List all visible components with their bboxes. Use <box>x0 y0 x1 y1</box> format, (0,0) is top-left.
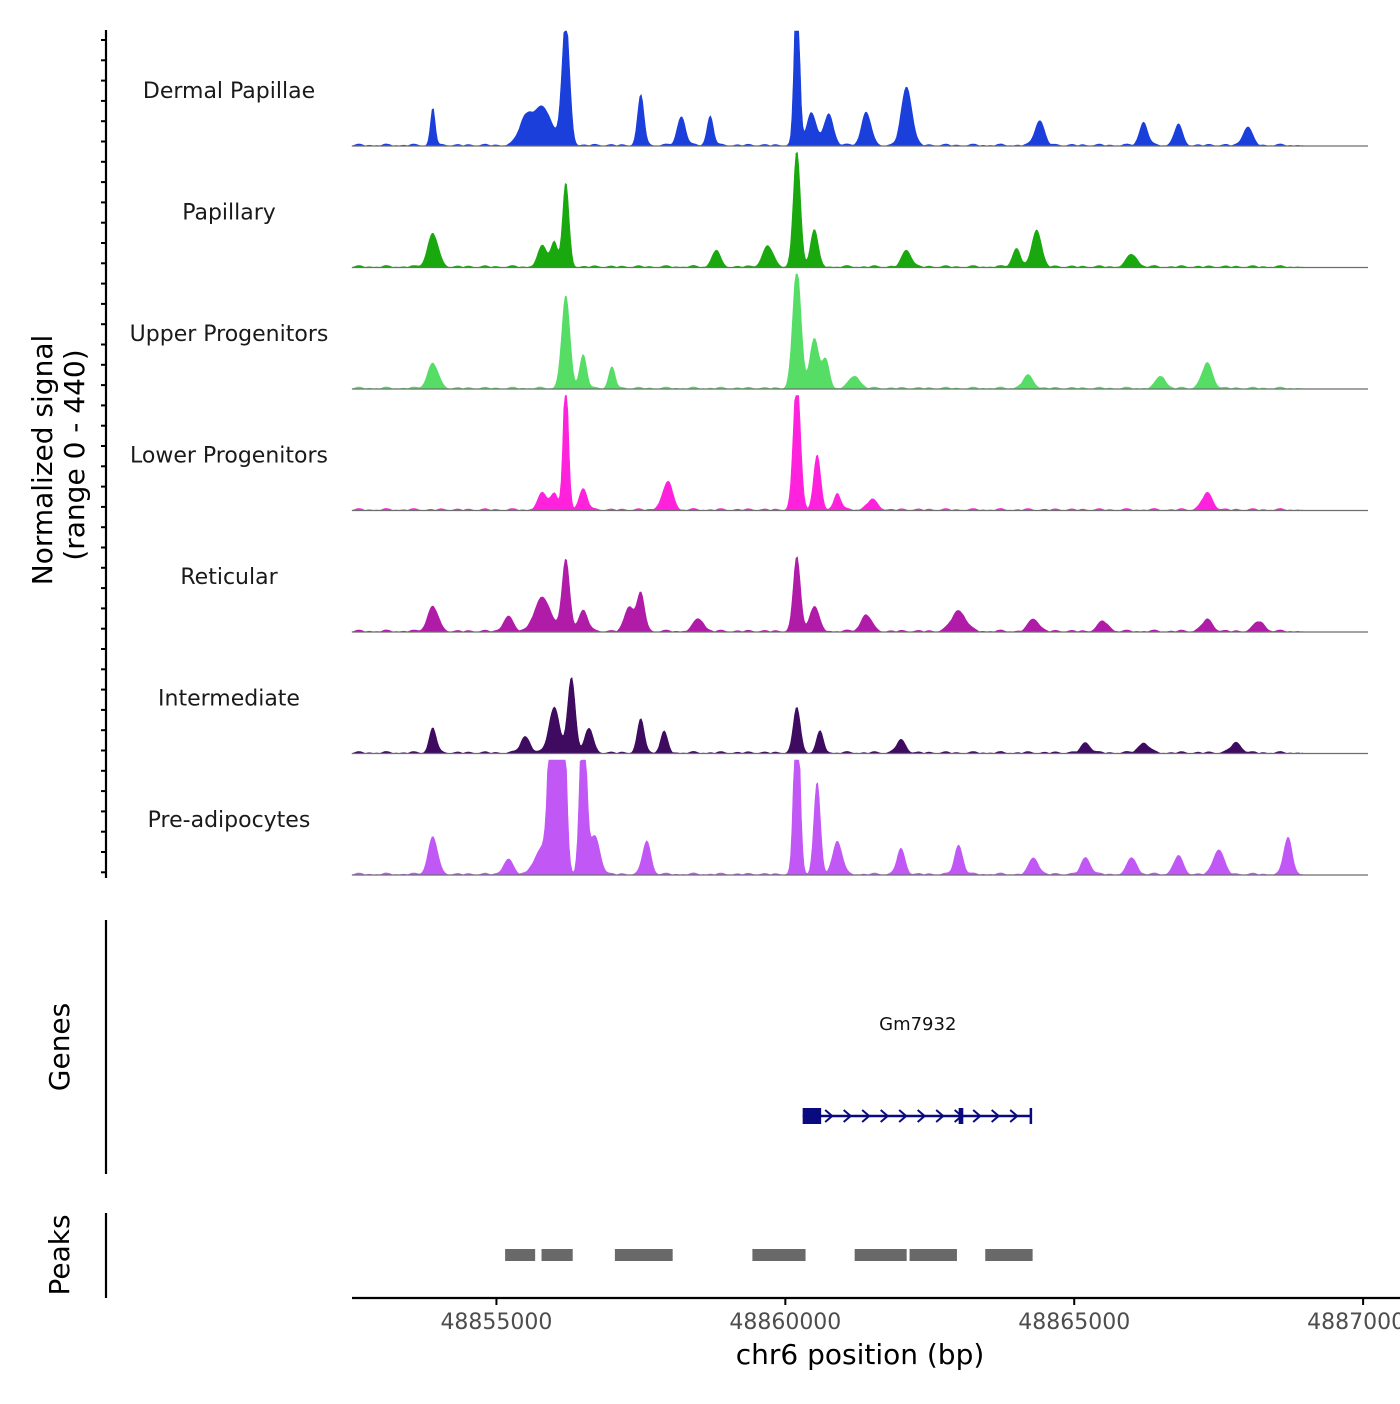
peaks-panel: Peaks <box>43 1213 1033 1298</box>
signal-track-upper-progenitors: Upper Progenitors <box>130 273 1368 390</box>
gene-strand-arrow <box>991 1109 1001 1123</box>
track-label: Lower Progenitors <box>130 444 328 469</box>
gene-strand-arrow <box>972 1109 982 1123</box>
track-label: Papillary <box>182 201 276 226</box>
peak-region <box>614 1249 673 1261</box>
signal-track-reticular: Reticular <box>180 556 1368 633</box>
peak-region <box>752 1249 806 1261</box>
peak-region <box>909 1249 957 1261</box>
track-label: Upper Progenitors <box>130 322 329 347</box>
x-tick-label: 48865000 <box>1018 1310 1130 1335</box>
gene-label: Gm7932 <box>879 1014 956 1035</box>
gene-strand-arrow <box>1009 1109 1019 1123</box>
gene-strand-arrow <box>898 1109 908 1123</box>
signal-y-label-range: (range 0 - 440) <box>58 349 91 560</box>
signal-track-dermal-papillae: Dermal Papillae <box>143 30 1368 147</box>
gene-exon <box>802 1108 822 1124</box>
track-signal-area <box>351 273 1303 390</box>
gene-strand-arrow <box>935 1109 945 1123</box>
signal-track-intermediate: Intermediate <box>158 677 1368 755</box>
signal-y-label: Normalized signal <box>26 335 59 586</box>
peaks-y-label: Peaks <box>43 1214 76 1295</box>
track-label: Dermal Papillae <box>143 79 315 104</box>
track-label: Intermediate <box>158 687 300 712</box>
gene-strand-arrow <box>824 1109 834 1123</box>
x-tick-label: 48870000 <box>1307 1310 1400 1335</box>
track-signal-area <box>351 556 1303 633</box>
track-signal-area <box>351 152 1303 268</box>
genes-panel: Genes Gm7932 <box>43 920 1033 1174</box>
x-axis: 48855000 48860000 48865000 48870000 chr6 pos… <box>352 1296 1400 1371</box>
gene-strand-arrow <box>861 1109 871 1123</box>
genes-y-label: Genes <box>43 1003 76 1091</box>
track-signal-area <box>351 759 1303 876</box>
track-label: Reticular <box>180 565 278 590</box>
gene-strand-arrow <box>843 1109 853 1123</box>
track-signal-area <box>351 30 1303 147</box>
signal-panel: Normalized signal (range 0 - 440) Dermal P… <box>26 30 1368 878</box>
gene-strand-arrow <box>954 1109 964 1123</box>
peak-region <box>985 1249 1033 1261</box>
gene-strand-arrow <box>806 1109 816 1123</box>
x-tick-label: 48855000 <box>440 1310 552 1335</box>
track-signal-area <box>351 395 1303 511</box>
peak-region <box>505 1249 536 1261</box>
peak-region <box>854 1249 907 1261</box>
track-label: Pre-adipocytes <box>148 808 311 833</box>
peak-region <box>541 1249 573 1261</box>
signal-track-papillary: Papillary <box>182 152 1368 269</box>
track-signal-area <box>351 677 1303 754</box>
gene-strand-arrow <box>917 1109 927 1123</box>
signal-track-pre-adipocytes: Pre-adipocytes <box>148 759 1368 876</box>
x-tick-label: 48860000 <box>729 1310 841 1335</box>
signal-track-lower-progenitors: Lower Progenitors <box>130 395 1368 512</box>
x-axis-label: chr6 position (bp) <box>736 1338 985 1371</box>
gene-strand-arrow <box>880 1109 890 1123</box>
